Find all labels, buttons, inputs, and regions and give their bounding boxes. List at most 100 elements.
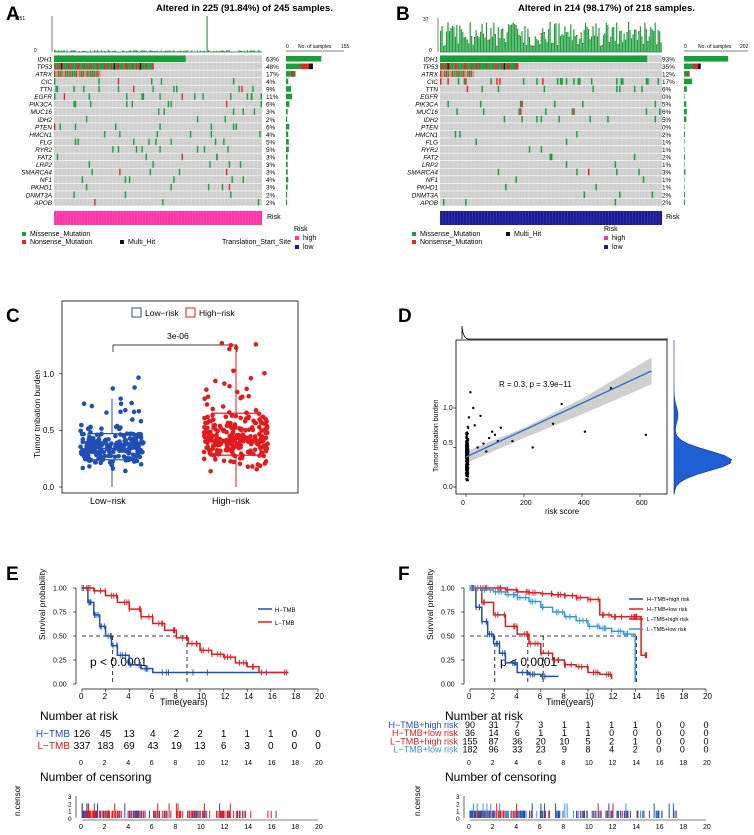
mutation-cell-tp53 [59, 63, 61, 70]
tmb-bar [170, 51, 172, 52]
panel-c-box [87, 433, 137, 461]
tmb-bar [485, 23, 488, 52]
mutation-cell-pten [54, 123, 56, 130]
tmb-bar-nonsense [524, 26, 526, 28]
tmb-bar [160, 50, 162, 52]
legend-swatch-0 [22, 232, 26, 236]
mutation-cell-tp53 [90, 63, 92, 70]
panel-d-xtick-2: 400 [578, 500, 590, 507]
risk-table-cell: 3 [538, 720, 543, 730]
gene-label-atrx: ATRX [34, 71, 52, 78]
mutation-cell-flg [133, 138, 135, 146]
gene-label-nf1: NF1 [40, 177, 53, 184]
gene-frequency-apob: 2% [266, 200, 276, 207]
freq-bar-muc16 [286, 108, 288, 115]
tmb-bar [568, 36, 570, 52]
panel-d-point [499, 426, 502, 429]
censor-xtick: 6 [150, 824, 154, 831]
panel-c-point [96, 441, 101, 446]
tmb-bar [605, 22, 607, 52]
risk-table-cell: 2 [609, 736, 614, 746]
km-ytick: 0.25 [441, 658, 455, 665]
mutation-block-idh1 [440, 55, 648, 63]
mutation-cell-egfr [126, 93, 128, 100]
mutation-cell-flg [74, 138, 77, 146]
panel-d-top-density [461, 325, 668, 340]
mutation-cell-idh2 [503, 115, 506, 123]
tmb-bar [580, 32, 582, 52]
censor-xtick: 4 [514, 824, 518, 831]
panel-c-point [210, 406, 216, 412]
mutation-cell-atrx [59, 70, 61, 78]
mutation-cell-tp53 [121, 63, 124, 70]
mutation-cell-tp53 [67, 63, 70, 70]
tmb-bar [496, 45, 498, 52]
mutation-cell-ttn [238, 85, 240, 93]
km-ytick: 0.00 [441, 682, 455, 689]
panel-c-point [246, 427, 252, 432]
mutation-cell-tp53 [126, 63, 128, 70]
tmb-bar [169, 50, 171, 52]
censor-xtick: 20 [315, 824, 323, 831]
panel-c-point [203, 429, 209, 435]
panel-c-point [205, 414, 210, 420]
risk-table-cell: 0 [292, 729, 298, 740]
tmb-bar [657, 29, 659, 52]
freq-bar-nf1 [286, 176, 289, 183]
gene-frequency-atrx: 12% [662, 71, 675, 78]
freq-bar-nonsense [300, 63, 309, 70]
freq-bar-ttn [684, 86, 687, 92]
mutation-cell-nf1 [124, 176, 127, 183]
mutation-cell-tp53 [144, 63, 146, 70]
mutation-cell-ttn [55, 85, 57, 93]
gene-label-cic: CIC [41, 79, 52, 86]
mutation-cell-cic [440, 78, 442, 85]
tmb-bar [514, 23, 516, 52]
mutation-cell-tp53 [454, 63, 457, 70]
panel-d-point [466, 450, 469, 453]
tmb-bar [134, 50, 136, 52]
risk-table-cell: 3 [244, 741, 250, 752]
gene-frequency-lrp2: 3% [266, 162, 276, 169]
tmb-bar [515, 25, 517, 52]
mutation-cell-tp53 [80, 63, 82, 70]
tmb-bar-nonsense [459, 25, 461, 27]
panel-c-point [228, 441, 234, 447]
panel-c-point [137, 454, 143, 460]
panel-c-point [81, 401, 87, 406]
mutation-cell-tp53 [462, 63, 464, 70]
tmb-bar [173, 50, 175, 52]
panel-c-point [233, 345, 239, 351]
mutation-cell-atrx [470, 70, 473, 78]
panel-d-point [466, 474, 469, 477]
mutation-cell-tp53 [500, 63, 503, 70]
panel-c-point [116, 453, 121, 459]
mutation-cell-tp53 [112, 63, 114, 70]
mutation-cell-cic [556, 78, 559, 85]
tmb-bar-nonsense [592, 26, 594, 28]
mutation-cell-pik3ca [519, 100, 522, 108]
mutation-cell-hmcn1 [103, 131, 106, 138]
risk-table-xtick: 8 [173, 760, 177, 767]
gene-label-hmcn1: HMCN1 [415, 132, 438, 139]
mutation-cell-pik3ca [170, 100, 172, 108]
tmb-bar [610, 36, 612, 52]
panel-d-point [466, 431, 469, 434]
panel-c-point [80, 437, 86, 442]
risk-table-cell: 0 [680, 728, 685, 738]
censor-xtick: 20 [703, 824, 711, 831]
tmb-bar [633, 29, 636, 52]
tmb-bar [533, 45, 535, 52]
mutation-cell-cic [616, 78, 618, 85]
mutation-cell-dnmt3a [651, 191, 654, 198]
risk-table-xtick: 2 [103, 760, 107, 767]
censor-ytick: 0 [68, 816, 72, 823]
tmb-bar [519, 36, 522, 52]
freq-bar-ttn [286, 86, 292, 92]
gene-label-fat2: FAT2 [37, 155, 52, 162]
gene-label-ttn: TTN [40, 87, 53, 94]
mutation-cell-pkhd1 [505, 183, 507, 191]
km-ytick: 1.00 [441, 586, 455, 593]
risk-table-row-name: L−TMB [37, 741, 70, 752]
risk-table-cell: 96 [489, 745, 499, 755]
